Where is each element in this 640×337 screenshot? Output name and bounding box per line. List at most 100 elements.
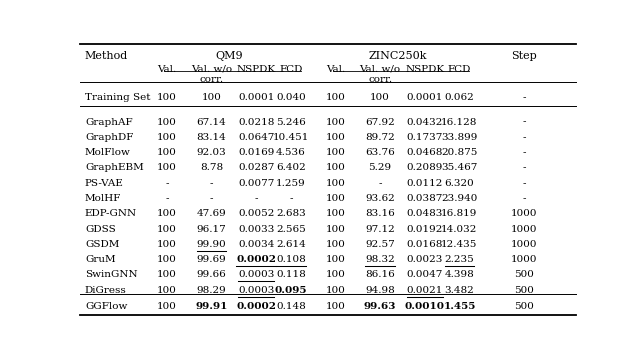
Text: 2.235: 2.235 — [445, 255, 474, 264]
Text: -: - — [165, 194, 168, 203]
Text: -: - — [522, 133, 525, 142]
Text: 100: 100 — [157, 163, 177, 172]
Text: 100: 100 — [157, 302, 177, 311]
Text: 67.14: 67.14 — [196, 118, 227, 126]
Text: 0.0169: 0.0169 — [238, 148, 275, 157]
Text: Val.: Val. — [326, 65, 345, 74]
Text: 0.0387: 0.0387 — [406, 194, 443, 203]
Text: 0.0023: 0.0023 — [406, 255, 443, 264]
Text: ZINC250k: ZINC250k — [368, 51, 427, 61]
Text: 100: 100 — [157, 148, 177, 157]
Text: 92.57: 92.57 — [365, 240, 395, 249]
Text: GraphEBM: GraphEBM — [85, 163, 144, 172]
Text: 500: 500 — [514, 270, 534, 279]
Text: 0.0218: 0.0218 — [238, 118, 275, 126]
Text: 0.0002: 0.0002 — [236, 302, 276, 311]
Text: NSPDK: NSPDK — [405, 65, 444, 74]
Text: Val.: Val. — [157, 65, 177, 74]
Text: 98.32: 98.32 — [365, 255, 395, 264]
Text: 97.12: 97.12 — [365, 224, 395, 234]
Text: 89.72: 89.72 — [365, 133, 395, 142]
Text: 100: 100 — [157, 209, 177, 218]
Text: 1000: 1000 — [511, 209, 537, 218]
Text: -: - — [254, 194, 258, 203]
Text: GraphDF: GraphDF — [85, 133, 133, 142]
Text: 1000: 1000 — [511, 224, 537, 234]
Text: 100: 100 — [370, 93, 390, 102]
Text: MolHF: MolHF — [85, 194, 122, 203]
Text: 100: 100 — [157, 133, 177, 142]
Text: 0.0168: 0.0168 — [406, 240, 443, 249]
Text: 92.03: 92.03 — [196, 148, 227, 157]
Text: 67.92: 67.92 — [365, 118, 395, 126]
Text: 0.118: 0.118 — [276, 270, 306, 279]
Text: -: - — [522, 163, 525, 172]
Text: 1000: 1000 — [511, 240, 537, 249]
Text: 94.98: 94.98 — [365, 286, 395, 295]
Text: 16.128: 16.128 — [441, 118, 477, 126]
Text: -: - — [289, 194, 292, 203]
Text: QM9: QM9 — [215, 51, 243, 61]
Text: 14.032: 14.032 — [441, 224, 477, 234]
Text: 100: 100 — [326, 224, 346, 234]
Text: 100: 100 — [326, 118, 346, 126]
Text: 0.0003: 0.0003 — [238, 286, 275, 295]
Text: MolFlow: MolFlow — [85, 148, 131, 157]
Text: 5.29: 5.29 — [369, 163, 392, 172]
Text: Step: Step — [511, 51, 537, 61]
Text: -: - — [378, 179, 382, 188]
Text: 100: 100 — [157, 240, 177, 249]
Text: Training Set: Training Set — [85, 93, 150, 102]
Text: Val. w/o
corr.: Val. w/o corr. — [191, 65, 232, 84]
Text: 99.90: 99.90 — [196, 240, 227, 249]
Text: SwinGNN: SwinGNN — [85, 270, 138, 279]
Text: 0.0432: 0.0432 — [406, 118, 443, 126]
Text: FCD: FCD — [279, 65, 303, 74]
Text: 0.0483: 0.0483 — [406, 209, 443, 218]
Text: 100: 100 — [157, 224, 177, 234]
Text: 4.536: 4.536 — [276, 148, 306, 157]
Text: 0.148: 0.148 — [276, 302, 306, 311]
Text: 5.246: 5.246 — [276, 118, 306, 126]
Text: 4.398: 4.398 — [445, 270, 474, 279]
Text: 500: 500 — [514, 286, 534, 295]
Text: 10.451: 10.451 — [273, 133, 309, 142]
Text: 33.899: 33.899 — [441, 133, 477, 142]
Text: 99.66: 99.66 — [196, 270, 227, 279]
Text: 47.69: 47.69 — [196, 209, 227, 218]
Text: -: - — [522, 194, 525, 203]
Text: -: - — [522, 118, 525, 126]
Text: 0.0034: 0.0034 — [238, 240, 275, 249]
Text: 6.320: 6.320 — [445, 179, 474, 188]
Text: 0.0047: 0.0047 — [406, 270, 443, 279]
Text: GGFlow: GGFlow — [85, 302, 127, 311]
Text: 23.940: 23.940 — [441, 194, 477, 203]
Text: -: - — [165, 179, 168, 188]
Text: 0.0287: 0.0287 — [238, 163, 275, 172]
Text: 63.76: 63.76 — [365, 148, 395, 157]
Text: 100: 100 — [326, 240, 346, 249]
Text: 35.467: 35.467 — [441, 163, 477, 172]
Text: 100: 100 — [326, 255, 346, 264]
Text: 100: 100 — [326, 179, 346, 188]
Text: 93.62: 93.62 — [365, 194, 395, 203]
Text: 0.0192: 0.0192 — [406, 224, 443, 234]
Text: 100: 100 — [326, 133, 346, 142]
Text: 0.0001: 0.0001 — [238, 93, 275, 102]
Text: -: - — [522, 93, 525, 102]
Text: 3.482: 3.482 — [445, 286, 474, 295]
Text: 100: 100 — [157, 93, 177, 102]
Text: 83.16: 83.16 — [365, 209, 395, 218]
Text: 0.0647: 0.0647 — [238, 133, 275, 142]
Text: 1000: 1000 — [511, 255, 537, 264]
Text: GraphAF: GraphAF — [85, 118, 132, 126]
Text: 8.78: 8.78 — [200, 163, 223, 172]
Text: GDSS: GDSS — [85, 224, 116, 234]
Text: 0.0002: 0.0002 — [236, 255, 276, 264]
Text: -: - — [522, 179, 525, 188]
Text: 500: 500 — [514, 302, 534, 311]
Text: -: - — [522, 148, 525, 157]
Text: PS-VAE: PS-VAE — [85, 179, 124, 188]
Text: 100: 100 — [326, 93, 346, 102]
Text: 99.69: 99.69 — [196, 255, 227, 264]
